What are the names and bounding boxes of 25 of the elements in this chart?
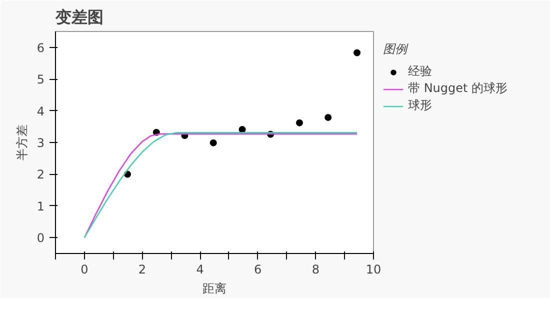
- x-tick-label: 2: [138, 262, 146, 276]
- y-tick-label: 4: [36, 104, 45, 118]
- point: [296, 119, 303, 126]
- y-tick-label: 6: [36, 40, 45, 55]
- y-tick-label: 0: [36, 231, 45, 246]
- point: [324, 114, 332, 121]
- y-tick-label: 3: [36, 136, 45, 150]
- point: [354, 49, 361, 56]
- chart-title: 变差图: [54, 8, 104, 26]
- legend-title: 图例: [383, 41, 410, 58]
- y-tick-label: 5: [36, 72, 45, 87]
- x-tick-label: 4: [196, 262, 204, 276]
- x-axis-title: 距离: [202, 282, 226, 296]
- x-tick-label: 8: [312, 262, 320, 276]
- legend-label: 经验: [408, 63, 432, 80]
- y-tick-label: 2: [36, 168, 45, 182]
- point: [238, 126, 246, 133]
- x-tick-label: 10: [366, 262, 382, 276]
- y-tick-label: 1: [36, 199, 45, 214]
- x-tick-label: 6: [254, 262, 262, 276]
- legend-label: 带 Nugget 的球形: [408, 80, 508, 97]
- point: [210, 139, 217, 146]
- y-axis-title: 半方差: [14, 124, 29, 160]
- x-tick-label: 0: [80, 262, 88, 276]
- legend-label: 球形: [408, 97, 432, 114]
